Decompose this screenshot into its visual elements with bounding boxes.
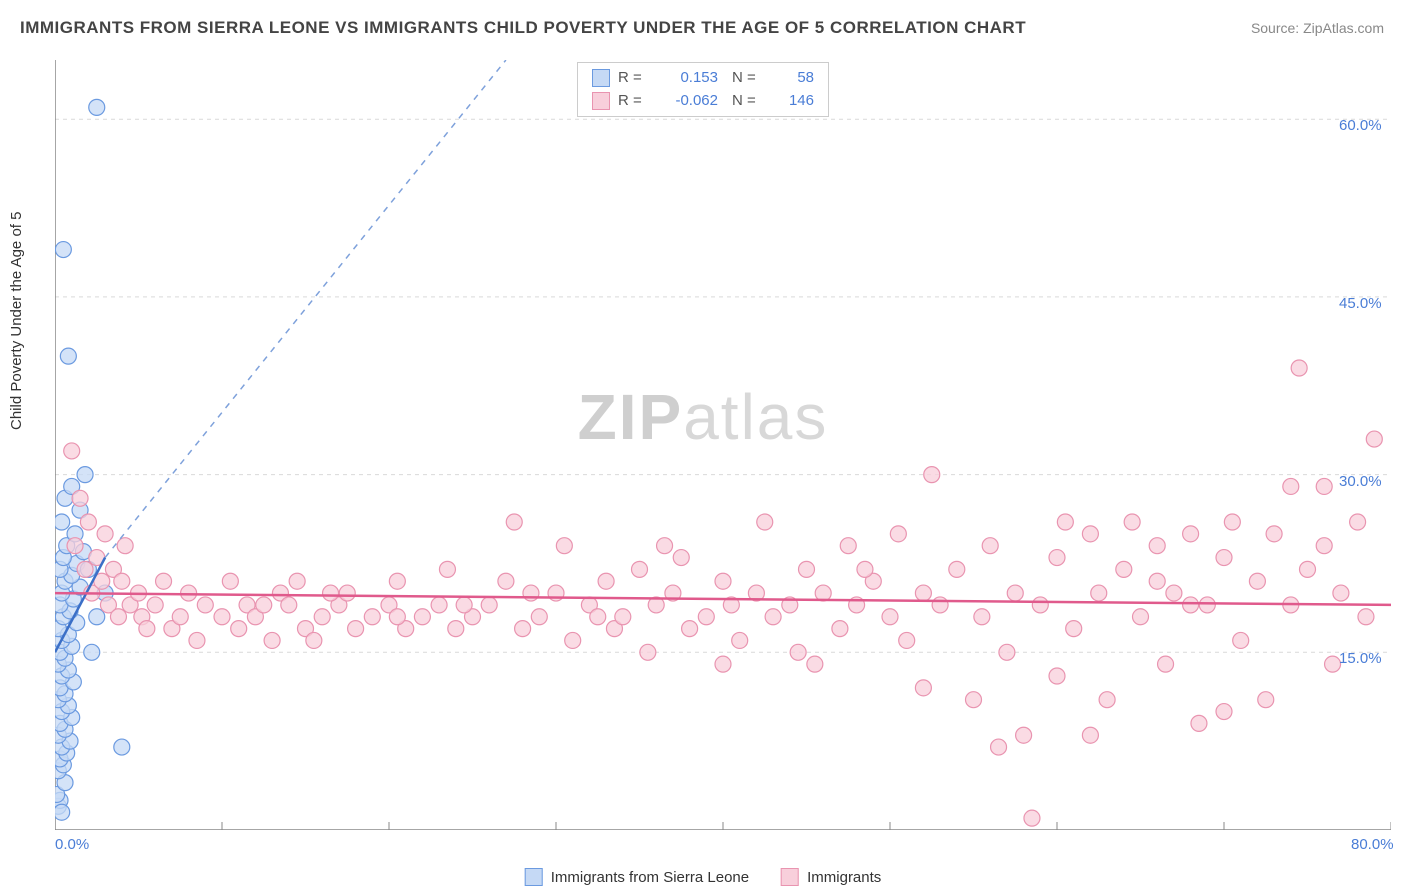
- series-legend: Immigrants from Sierra Leone Immigrants: [525, 868, 882, 886]
- swatch-pink-icon: [592, 92, 610, 110]
- n-label: N =: [732, 90, 766, 113]
- legend-label-blue: Immigrants from Sierra Leone: [551, 869, 749, 886]
- legend-item-pink: Immigrants: [781, 868, 881, 886]
- legend-row-pink: R = -0.062 N = 146: [592, 90, 814, 113]
- r-value-pink: -0.062: [658, 90, 718, 113]
- chart-area: 0.0%80.0%15.0%30.0%45.0%60.0%: [55, 60, 1391, 830]
- r-label: R =: [618, 90, 650, 113]
- swatch-pink-icon: [781, 868, 799, 886]
- chart-title: IMMIGRANTS FROM SIERRA LEONE VS IMMIGRAN…: [20, 18, 1026, 38]
- swatch-blue-icon: [525, 868, 543, 886]
- scatter-plot: [55, 60, 1391, 830]
- y-tick-label: 30.0%: [1339, 473, 1382, 490]
- legend-label-pink: Immigrants: [807, 869, 881, 886]
- source-attribution: Source: ZipAtlas.com: [1251, 20, 1384, 36]
- n-label: N =: [732, 67, 766, 90]
- legend-row-blue: R = 0.153 N = 58: [592, 67, 814, 90]
- y-tick-label: 15.0%: [1339, 650, 1382, 667]
- y-axis-label: Child Poverty Under the Age of 5: [8, 212, 25, 430]
- correlation-legend: R = 0.153 N = 58 R = -0.062 N = 146: [577, 62, 829, 117]
- y-tick-label: 45.0%: [1339, 295, 1382, 312]
- n-value-blue: 58: [774, 67, 814, 90]
- swatch-blue-icon: [592, 69, 610, 87]
- r-label: R =: [618, 67, 650, 90]
- n-value-pink: 146: [774, 90, 814, 113]
- legend-item-blue: Immigrants from Sierra Leone: [525, 868, 749, 886]
- y-tick-label: 60.0%: [1339, 117, 1382, 134]
- r-value-blue: 0.153: [658, 67, 718, 90]
- x-tick-label: 80.0%: [1351, 836, 1394, 853]
- x-tick-label: 0.0%: [55, 836, 89, 853]
